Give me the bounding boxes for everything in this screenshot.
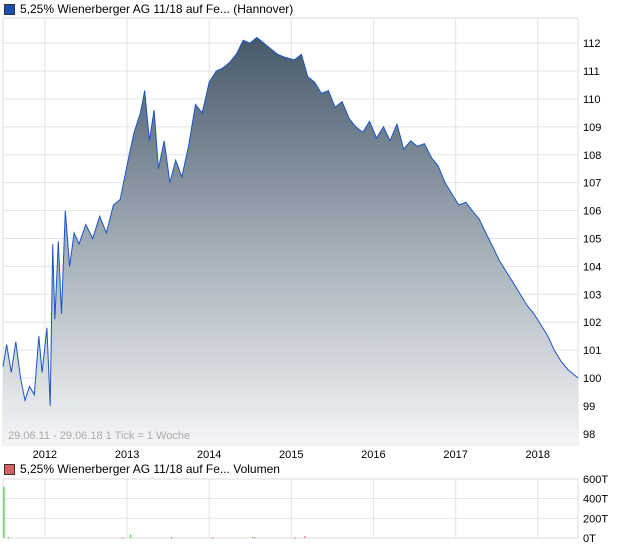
volume-bar bbox=[212, 537, 214, 539]
y-tick-label: 108 bbox=[583, 150, 601, 162]
x-tick-label: 2013 bbox=[115, 449, 139, 461]
x-tick-label: 2018 bbox=[526, 449, 550, 461]
y-tick-label: 110 bbox=[583, 94, 601, 106]
volume-y-tick-label: 600T bbox=[583, 474, 608, 486]
x-tick-label: 2015 bbox=[279, 449, 303, 461]
price-legend-swatch bbox=[4, 3, 15, 15]
y-tick-label: 106 bbox=[583, 206, 601, 218]
price-line bbox=[2, 36, 579, 406]
y-tick-label: 98 bbox=[583, 429, 595, 441]
y-tick-label: 109 bbox=[583, 122, 601, 134]
y-tick-label: 107 bbox=[583, 178, 601, 190]
y-tick-label: 101 bbox=[583, 345, 601, 357]
volume-legend: 5,25% Wienerberger AG 11/18 auf Fe... Vo… bbox=[4, 462, 280, 476]
volume-legend-swatch bbox=[4, 463, 15, 475]
y-tick-label: 99 bbox=[583, 401, 595, 413]
volume-plot-border bbox=[2, 478, 579, 539]
volume-y-tick-label: 400T bbox=[583, 494, 608, 506]
volume-bar bbox=[254, 537, 256, 539]
x-tick-label: 2017 bbox=[443, 449, 467, 461]
date-range-note: 29.06.11 - 29.06.18 1 Tick = 1 Woche bbox=[8, 430, 190, 442]
volume-bar bbox=[7, 537, 9, 539]
volume-bar bbox=[251, 537, 253, 539]
y-tick-label: 105 bbox=[583, 233, 601, 245]
volume-bar bbox=[122, 537, 124, 539]
y-tick-label: 102 bbox=[583, 317, 601, 329]
price-legend: 5,25% Wienerberger AG 11/18 auf Fe... (H… bbox=[4, 2, 293, 16]
y-tick-label: 104 bbox=[583, 261, 601, 273]
x-tick-label: 2012 bbox=[33, 449, 57, 461]
volume-bar bbox=[130, 534, 132, 538]
price-area bbox=[3, 37, 578, 445]
y-tick-label: 100 bbox=[583, 373, 601, 385]
volume-bar bbox=[170, 537, 172, 539]
volume-bar bbox=[294, 537, 296, 539]
y-tick-label: 103 bbox=[583, 289, 601, 301]
x-tick-label: 2016 bbox=[361, 449, 385, 461]
price-legend-label: 5,25% Wienerberger AG 11/18 auf Fe... (H… bbox=[20, 2, 294, 16]
volume-bar bbox=[3, 486, 5, 538]
y-tick-label: 111 bbox=[583, 66, 600, 78]
volume-y-tick-label: 200T bbox=[583, 513, 608, 525]
volume-y-tick-label: 0T bbox=[583, 533, 596, 545]
volume-bar bbox=[304, 536, 306, 538]
volume-legend-label: 5,25% Wienerberger AG 11/18 auf Fe... Vo… bbox=[20, 462, 280, 476]
x-tick-label: 2014 bbox=[197, 449, 221, 461]
y-tick-label: 112 bbox=[583, 38, 601, 50]
